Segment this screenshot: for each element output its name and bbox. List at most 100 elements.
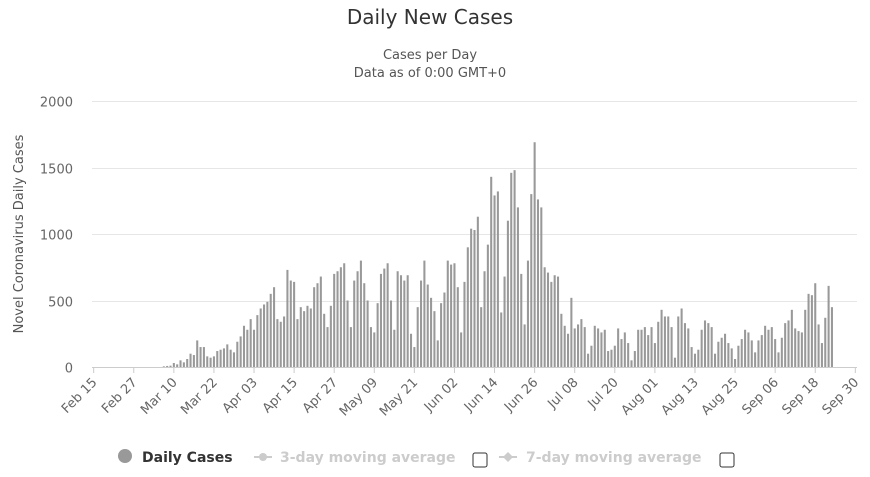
bar[interactable] <box>506 220 509 367</box>
bar[interactable] <box>336 271 339 367</box>
bar[interactable] <box>653 343 656 367</box>
bar[interactable] <box>403 280 406 367</box>
bar[interactable] <box>273 287 276 367</box>
bar[interactable] <box>470 228 473 367</box>
bar[interactable] <box>637 329 640 367</box>
bar[interactable] <box>306 305 309 367</box>
bar[interactable] <box>593 325 596 367</box>
bar[interactable] <box>289 280 292 367</box>
bar[interactable] <box>513 170 516 367</box>
bar[interactable] <box>790 309 793 367</box>
bar[interactable] <box>603 329 606 367</box>
bar[interactable] <box>453 263 456 367</box>
bar[interactable] <box>366 300 369 368</box>
bar[interactable] <box>446 260 449 367</box>
bar[interactable] <box>740 339 743 367</box>
bar[interactable] <box>680 308 683 367</box>
bar[interactable] <box>196 340 199 367</box>
bar[interactable] <box>186 359 189 367</box>
bar[interactable] <box>774 339 777 367</box>
bar[interactable] <box>309 308 312 367</box>
bar[interactable] <box>222 348 225 367</box>
bar[interactable] <box>383 268 386 367</box>
bar[interactable] <box>393 329 396 367</box>
bar[interactable] <box>580 319 583 367</box>
bar[interactable] <box>339 267 342 367</box>
bar[interactable] <box>533 142 536 367</box>
bar[interactable] <box>286 269 289 367</box>
bar[interactable] <box>780 337 783 367</box>
bar[interactable] <box>246 329 249 367</box>
bar[interactable] <box>192 355 195 367</box>
bar[interactable] <box>463 281 466 367</box>
bar[interactable] <box>747 332 750 367</box>
bar[interactable] <box>466 247 469 367</box>
bar[interactable] <box>573 328 576 367</box>
bar[interactable] <box>570 297 573 367</box>
bar[interactable] <box>420 280 423 367</box>
bar[interactable] <box>553 275 556 367</box>
bar[interactable] <box>373 332 376 367</box>
bar[interactable] <box>750 340 753 367</box>
bar[interactable] <box>319 276 322 367</box>
bar[interactable] <box>820 343 823 367</box>
bar[interactable] <box>563 325 566 367</box>
bar[interactable] <box>416 307 419 367</box>
bar[interactable] <box>216 351 219 367</box>
bar[interactable] <box>807 293 810 367</box>
bar[interactable] <box>409 333 413 367</box>
bar[interactable] <box>777 352 780 367</box>
legend-item-3day[interactable]: 3-day moving average <box>254 450 456 466</box>
bar[interactable] <box>263 304 266 367</box>
bar[interactable] <box>353 280 356 367</box>
bar[interactable] <box>460 332 463 367</box>
bar[interactable] <box>760 335 763 367</box>
bar[interactable] <box>577 324 580 367</box>
bar[interactable] <box>677 316 680 367</box>
bar[interactable] <box>707 323 710 367</box>
bar[interactable] <box>800 332 803 367</box>
bar[interactable] <box>613 345 616 367</box>
bar[interactable] <box>433 311 436 367</box>
bar[interactable] <box>523 324 526 367</box>
bar[interactable] <box>546 272 550 367</box>
bar[interactable] <box>503 276 506 367</box>
bar[interactable] <box>440 303 443 367</box>
bar[interactable] <box>293 281 296 367</box>
bar[interactable] <box>710 327 713 367</box>
legend-item-daily-cases[interactable]: Daily Cases <box>118 449 233 466</box>
bar[interactable] <box>316 283 319 367</box>
bar[interactable] <box>426 284 429 367</box>
bar[interactable] <box>623 332 626 367</box>
bar[interactable] <box>754 352 757 367</box>
bar[interactable] <box>744 329 747 367</box>
bar[interactable] <box>252 329 256 367</box>
bar[interactable] <box>182 362 185 367</box>
bar[interactable] <box>199 347 202 367</box>
bar[interactable] <box>620 339 623 367</box>
bar[interactable] <box>496 191 499 367</box>
bar[interactable] <box>817 324 820 367</box>
bar[interactable] <box>640 329 643 367</box>
bar[interactable] <box>647 335 650 367</box>
bar[interactable] <box>693 353 697 367</box>
bar[interactable] <box>703 320 707 367</box>
bar[interactable] <box>697 349 700 367</box>
bar[interactable] <box>202 347 205 367</box>
bar[interactable] <box>349 327 352 367</box>
bar[interactable] <box>329 305 332 367</box>
bar[interactable] <box>169 365 172 367</box>
bar[interactable] <box>643 327 646 367</box>
bar[interactable] <box>279 321 282 367</box>
bar[interactable] <box>249 319 252 367</box>
bar[interactable] <box>239 336 242 367</box>
bar[interactable] <box>830 307 833 367</box>
bar[interactable] <box>166 365 169 367</box>
bar[interactable] <box>486 244 489 367</box>
bar[interactable] <box>276 319 279 367</box>
bar[interactable] <box>737 345 740 367</box>
bar[interactable] <box>299 307 302 367</box>
bar[interactable] <box>633 351 636 367</box>
bar[interactable] <box>550 281 553 367</box>
bar[interactable] <box>229 349 232 367</box>
